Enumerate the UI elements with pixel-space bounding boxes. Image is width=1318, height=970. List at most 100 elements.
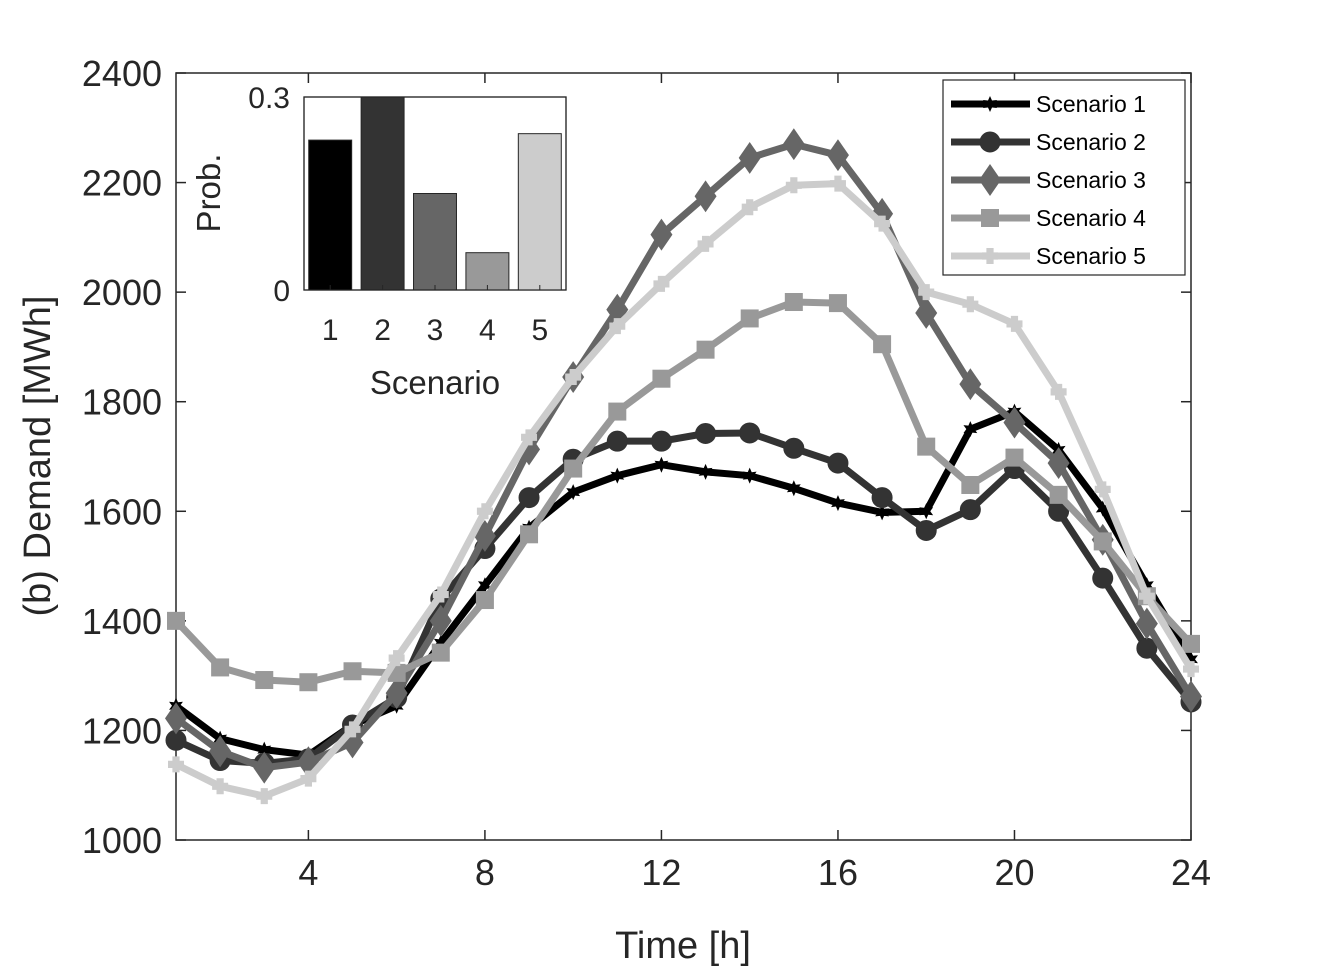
data-point bbox=[1184, 651, 1198, 668]
data-point bbox=[344, 721, 361, 738]
y-tick-label: 1800 bbox=[82, 382, 162, 423]
inset-bar-1 bbox=[308, 139, 353, 291]
data-point bbox=[520, 525, 539, 544]
data-point bbox=[650, 218, 673, 251]
data-point bbox=[786, 480, 801, 497]
legend-label: Scenario 1 bbox=[1036, 91, 1146, 117]
data-point bbox=[211, 658, 230, 677]
data-point bbox=[521, 429, 538, 446]
legend-item-scenario-3: Scenario 3 bbox=[951, 164, 1146, 196]
inset-x-tick-label: 4 bbox=[479, 314, 496, 347]
y-tick-label: 2200 bbox=[82, 163, 162, 204]
data-point bbox=[962, 296, 979, 313]
inset-bar-4 bbox=[465, 252, 510, 291]
data-point bbox=[1003, 406, 1026, 439]
data-point bbox=[875, 504, 890, 521]
inset-bar-2 bbox=[360, 96, 405, 291]
data-point bbox=[739, 422, 761, 444]
y-tick-label: 2400 bbox=[82, 53, 162, 94]
data-point bbox=[828, 294, 847, 313]
data-point bbox=[963, 421, 978, 438]
data-point bbox=[343, 662, 362, 681]
inset-x-tick-label: 1 bbox=[322, 314, 339, 347]
data-point bbox=[874, 215, 891, 232]
data-point bbox=[961, 475, 980, 494]
data-point bbox=[606, 430, 628, 452]
legend-marker bbox=[983, 96, 997, 112]
data-point bbox=[608, 402, 627, 421]
x-tick-label: 16 bbox=[818, 852, 858, 893]
x-axis-label: Time [h] bbox=[615, 925, 751, 967]
data-point bbox=[253, 751, 276, 784]
data-point bbox=[165, 702, 187, 735]
data-point bbox=[738, 141, 761, 174]
data-point bbox=[564, 459, 583, 478]
data-point bbox=[433, 634, 448, 651]
data-point bbox=[1138, 588, 1155, 605]
data-point bbox=[784, 293, 803, 312]
data-point bbox=[654, 456, 669, 473]
data-point bbox=[209, 735, 232, 768]
x-tick-label: 12 bbox=[641, 852, 681, 893]
data-point bbox=[873, 335, 892, 354]
series-layer bbox=[165, 128, 1202, 805]
legend-marker bbox=[979, 131, 1001, 153]
data-point bbox=[565, 369, 582, 386]
inset-y-tick-label: 0 bbox=[273, 275, 290, 308]
x-tick-label: 4 bbox=[298, 852, 318, 893]
data-point bbox=[915, 519, 937, 541]
legend-marker bbox=[982, 248, 999, 264]
data-point bbox=[431, 643, 450, 662]
data-point bbox=[741, 199, 758, 216]
data-point bbox=[1094, 481, 1111, 498]
inset-x-tick-label: 2 bbox=[374, 314, 391, 347]
legend-item-scenario-1: Scenario 1 bbox=[951, 91, 1146, 117]
data-point bbox=[915, 297, 938, 329]
data-point bbox=[783, 437, 805, 459]
legend-item-scenario-4: Scenario 4 bbox=[951, 205, 1146, 231]
inset-x-axis-label: Scenario bbox=[370, 364, 500, 401]
data-point bbox=[385, 677, 408, 710]
data-point bbox=[432, 586, 449, 603]
y-tick-label: 1600 bbox=[82, 491, 162, 532]
inset-bar-3 bbox=[413, 193, 457, 291]
legend-label: Scenario 3 bbox=[1036, 167, 1146, 193]
data-point bbox=[827, 452, 849, 474]
data-point bbox=[1050, 383, 1067, 400]
data-point bbox=[1135, 607, 1158, 640]
data-point bbox=[388, 650, 405, 667]
data-point bbox=[959, 368, 982, 401]
data-point bbox=[740, 309, 759, 328]
data-point bbox=[299, 673, 318, 692]
data-point bbox=[212, 778, 229, 795]
data-point bbox=[918, 284, 935, 301]
data-point bbox=[742, 467, 757, 484]
data-point bbox=[1047, 447, 1070, 480]
data-point bbox=[831, 495, 845, 512]
data-point bbox=[919, 503, 934, 520]
data-point bbox=[1180, 680, 1202, 713]
data-point bbox=[609, 318, 626, 335]
data-point bbox=[477, 577, 492, 594]
data-point bbox=[826, 139, 849, 172]
series-scenario-4 bbox=[167, 293, 1200, 692]
legend-item-scenario-2: Scenario 2 bbox=[951, 129, 1146, 155]
data-point bbox=[297, 746, 320, 779]
data-point bbox=[1183, 661, 1199, 678]
legend-label: Scenario 5 bbox=[1036, 243, 1146, 269]
inset-y-axis: 00.3 bbox=[248, 82, 309, 308]
y-axis: 1000 1200 1400 1600 1800 2000 2200 2400 bbox=[82, 53, 1191, 861]
data-point bbox=[698, 463, 713, 480]
data-point bbox=[518, 487, 540, 509]
inset-x-tick-label: 3 bbox=[427, 314, 444, 347]
data-point bbox=[871, 487, 893, 509]
data-point bbox=[1182, 634, 1200, 653]
y-tick-label: 1200 bbox=[82, 710, 162, 751]
data-point bbox=[476, 503, 493, 520]
data-point bbox=[694, 180, 717, 213]
legend: Scenario 1 Scenario 2 Scenario 3 Scenario 4… bbox=[942, 79, 1186, 276]
data-point bbox=[1092, 567, 1114, 589]
data-point bbox=[167, 611, 185, 630]
inset-x-tick-label: 5 bbox=[531, 314, 548, 347]
